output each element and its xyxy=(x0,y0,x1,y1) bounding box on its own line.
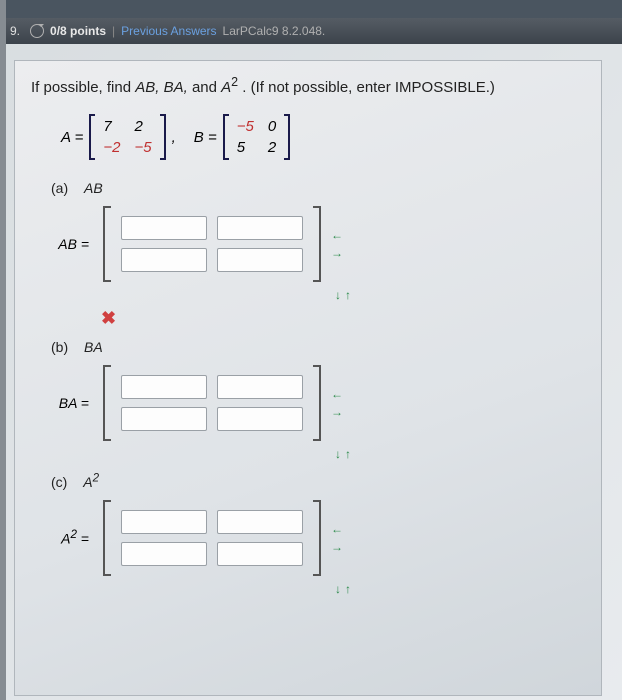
header-bar: 9. 0/8 points | Previous Answers LarPCal… xyxy=(0,18,622,44)
part-a-letter: (a) xyxy=(51,180,68,196)
window-left-edge xyxy=(0,0,6,700)
arrow-right-icon: → xyxy=(331,246,343,260)
matrix-b-label: B = xyxy=(194,129,217,146)
arrow-left-icon: ← xyxy=(331,522,343,536)
ba-input-12[interactable] xyxy=(217,375,303,399)
question-post: . (If not possible, enter IMPOSSIBLE.) xyxy=(242,79,495,96)
part-a-header: (a) AB xyxy=(51,180,585,196)
arrow-up-icon: ↑ xyxy=(345,447,351,461)
row-resize-arrows[interactable]: ↓ ↑ xyxy=(101,447,585,461)
part-a-name: AB xyxy=(84,180,103,196)
matrix-b-values: −5 0 5 2 xyxy=(229,114,284,160)
matrix-a-label: A = xyxy=(61,129,83,146)
part-a-matrix: ← → xyxy=(103,206,321,282)
arrow-right-icon: → xyxy=(331,405,343,419)
part-b-inputs xyxy=(111,365,313,441)
arrow-left-icon: ← xyxy=(331,228,343,242)
part-a-answer-label: AB = xyxy=(51,236,89,252)
mat-b-11: −5 xyxy=(237,118,254,135)
a2-input-12[interactable] xyxy=(217,510,303,534)
part-c-answer: A2 = ← → xyxy=(51,500,585,576)
bracket-right-icon xyxy=(313,206,321,282)
ab-input-21[interactable] xyxy=(121,248,207,272)
matrix-b: B = −5 0 5 2 xyxy=(194,114,290,160)
arrow-left-icon: ← xyxy=(331,387,343,401)
ba-input-11[interactable] xyxy=(121,375,207,399)
points-label: 0/8 points xyxy=(50,24,106,38)
part-b-header: (b) BA xyxy=(51,339,585,355)
ab-input-12[interactable] xyxy=(217,216,303,240)
a2-input-21[interactable] xyxy=(121,542,207,566)
part-c-header: (c) A2 xyxy=(51,471,585,490)
arrow-up-icon: ↑ xyxy=(345,288,351,302)
row-resize-arrows[interactable]: ↓ ↑ xyxy=(101,582,585,596)
part-c-matrix: ← → xyxy=(103,500,321,576)
part-c-inputs xyxy=(111,500,313,576)
ba-input-21[interactable] xyxy=(121,407,207,431)
mat-b-12: 0 xyxy=(268,118,276,135)
bracket-right-icon xyxy=(160,114,166,160)
window-top-edge xyxy=(0,0,622,18)
bracket-right-icon xyxy=(313,500,321,576)
mat-a-12: 2 xyxy=(135,118,152,135)
a2-input-11[interactable] xyxy=(121,510,207,534)
ab-input-11[interactable] xyxy=(121,216,207,240)
a2-input-22[interactable] xyxy=(217,542,303,566)
bracket-left-icon xyxy=(103,500,111,576)
mat-b-21: 5 xyxy=(237,139,254,156)
part-a-inputs xyxy=(111,206,313,282)
question-terms: AB, BA, xyxy=(135,79,188,96)
col-resize-arrows[interactable]: ← → xyxy=(331,522,343,554)
arrow-down-icon: ↓ xyxy=(335,447,341,461)
part-c-letter: (c) xyxy=(51,474,67,490)
part-c-name: A xyxy=(83,474,92,490)
matrix-a-values: 7 2 −2 −5 xyxy=(95,114,159,160)
arrow-down-icon: ↓ xyxy=(335,582,341,596)
part-b-matrix: ← → xyxy=(103,365,321,441)
arrow-up-icon: ↑ xyxy=(345,582,351,596)
part-b-letter: (b) xyxy=(51,339,68,355)
bracket-right-icon xyxy=(313,365,321,441)
bracket-left-icon xyxy=(103,365,111,441)
separator: | xyxy=(112,24,115,38)
reference-label: LarPCalc9 8.2.048. xyxy=(223,24,326,38)
part-b-answer-label: BA = xyxy=(51,395,89,411)
question-pre: If possible, find xyxy=(31,79,135,96)
matrix-a-bracket: 7 2 −2 −5 xyxy=(89,114,165,160)
comma: , xyxy=(172,129,176,146)
part-c-eq: = xyxy=(77,531,89,547)
question-and: and xyxy=(192,79,221,96)
col-resize-arrows[interactable]: ← → xyxy=(331,387,343,419)
col-resize-arrows[interactable]: ← → xyxy=(331,228,343,260)
part-c-sup: 2 xyxy=(93,471,99,484)
row-resize-arrows[interactable]: ↓ ↑ xyxy=(101,288,585,302)
question-sup: 2 xyxy=(231,75,238,89)
matrix-b-bracket: −5 0 5 2 xyxy=(223,114,290,160)
question-number: 9. xyxy=(10,24,20,38)
bracket-right-icon xyxy=(284,114,290,160)
arrow-right-icon: → xyxy=(331,540,343,554)
mat-b-22: 2 xyxy=(268,139,276,156)
bracket-left-icon xyxy=(103,206,111,282)
mat-a-11: 7 xyxy=(103,118,120,135)
content-panel: If possible, find AB, BA, and A2 . (If n… xyxy=(14,60,602,696)
ab-input-22[interactable] xyxy=(217,248,303,272)
refresh-icon[interactable] xyxy=(30,24,44,38)
part-a-answer: AB = ← → xyxy=(51,206,585,282)
part-b-name: BA xyxy=(84,339,103,355)
given-matrices: A = 7 2 −2 −5 , B = xyxy=(61,114,585,160)
window: 9. 0/8 points | Previous Answers LarPCal… xyxy=(0,0,622,700)
matrix-a: A = 7 2 −2 −5 , xyxy=(61,114,176,160)
mat-a-22: −5 xyxy=(135,139,152,156)
wrong-icon: ✖ xyxy=(101,308,585,329)
arrow-down-icon: ↓ xyxy=(335,288,341,302)
ba-input-22[interactable] xyxy=(217,407,303,431)
previous-answers-link[interactable]: Previous Answers xyxy=(121,24,216,38)
part-b-answer: BA = ← → xyxy=(51,365,585,441)
part-c-answer-label: A2 = xyxy=(51,528,89,547)
question-a: A xyxy=(221,79,231,96)
question-text: If possible, find AB, BA, and A2 . (If n… xyxy=(31,75,585,96)
mat-a-21: −2 xyxy=(103,139,120,156)
